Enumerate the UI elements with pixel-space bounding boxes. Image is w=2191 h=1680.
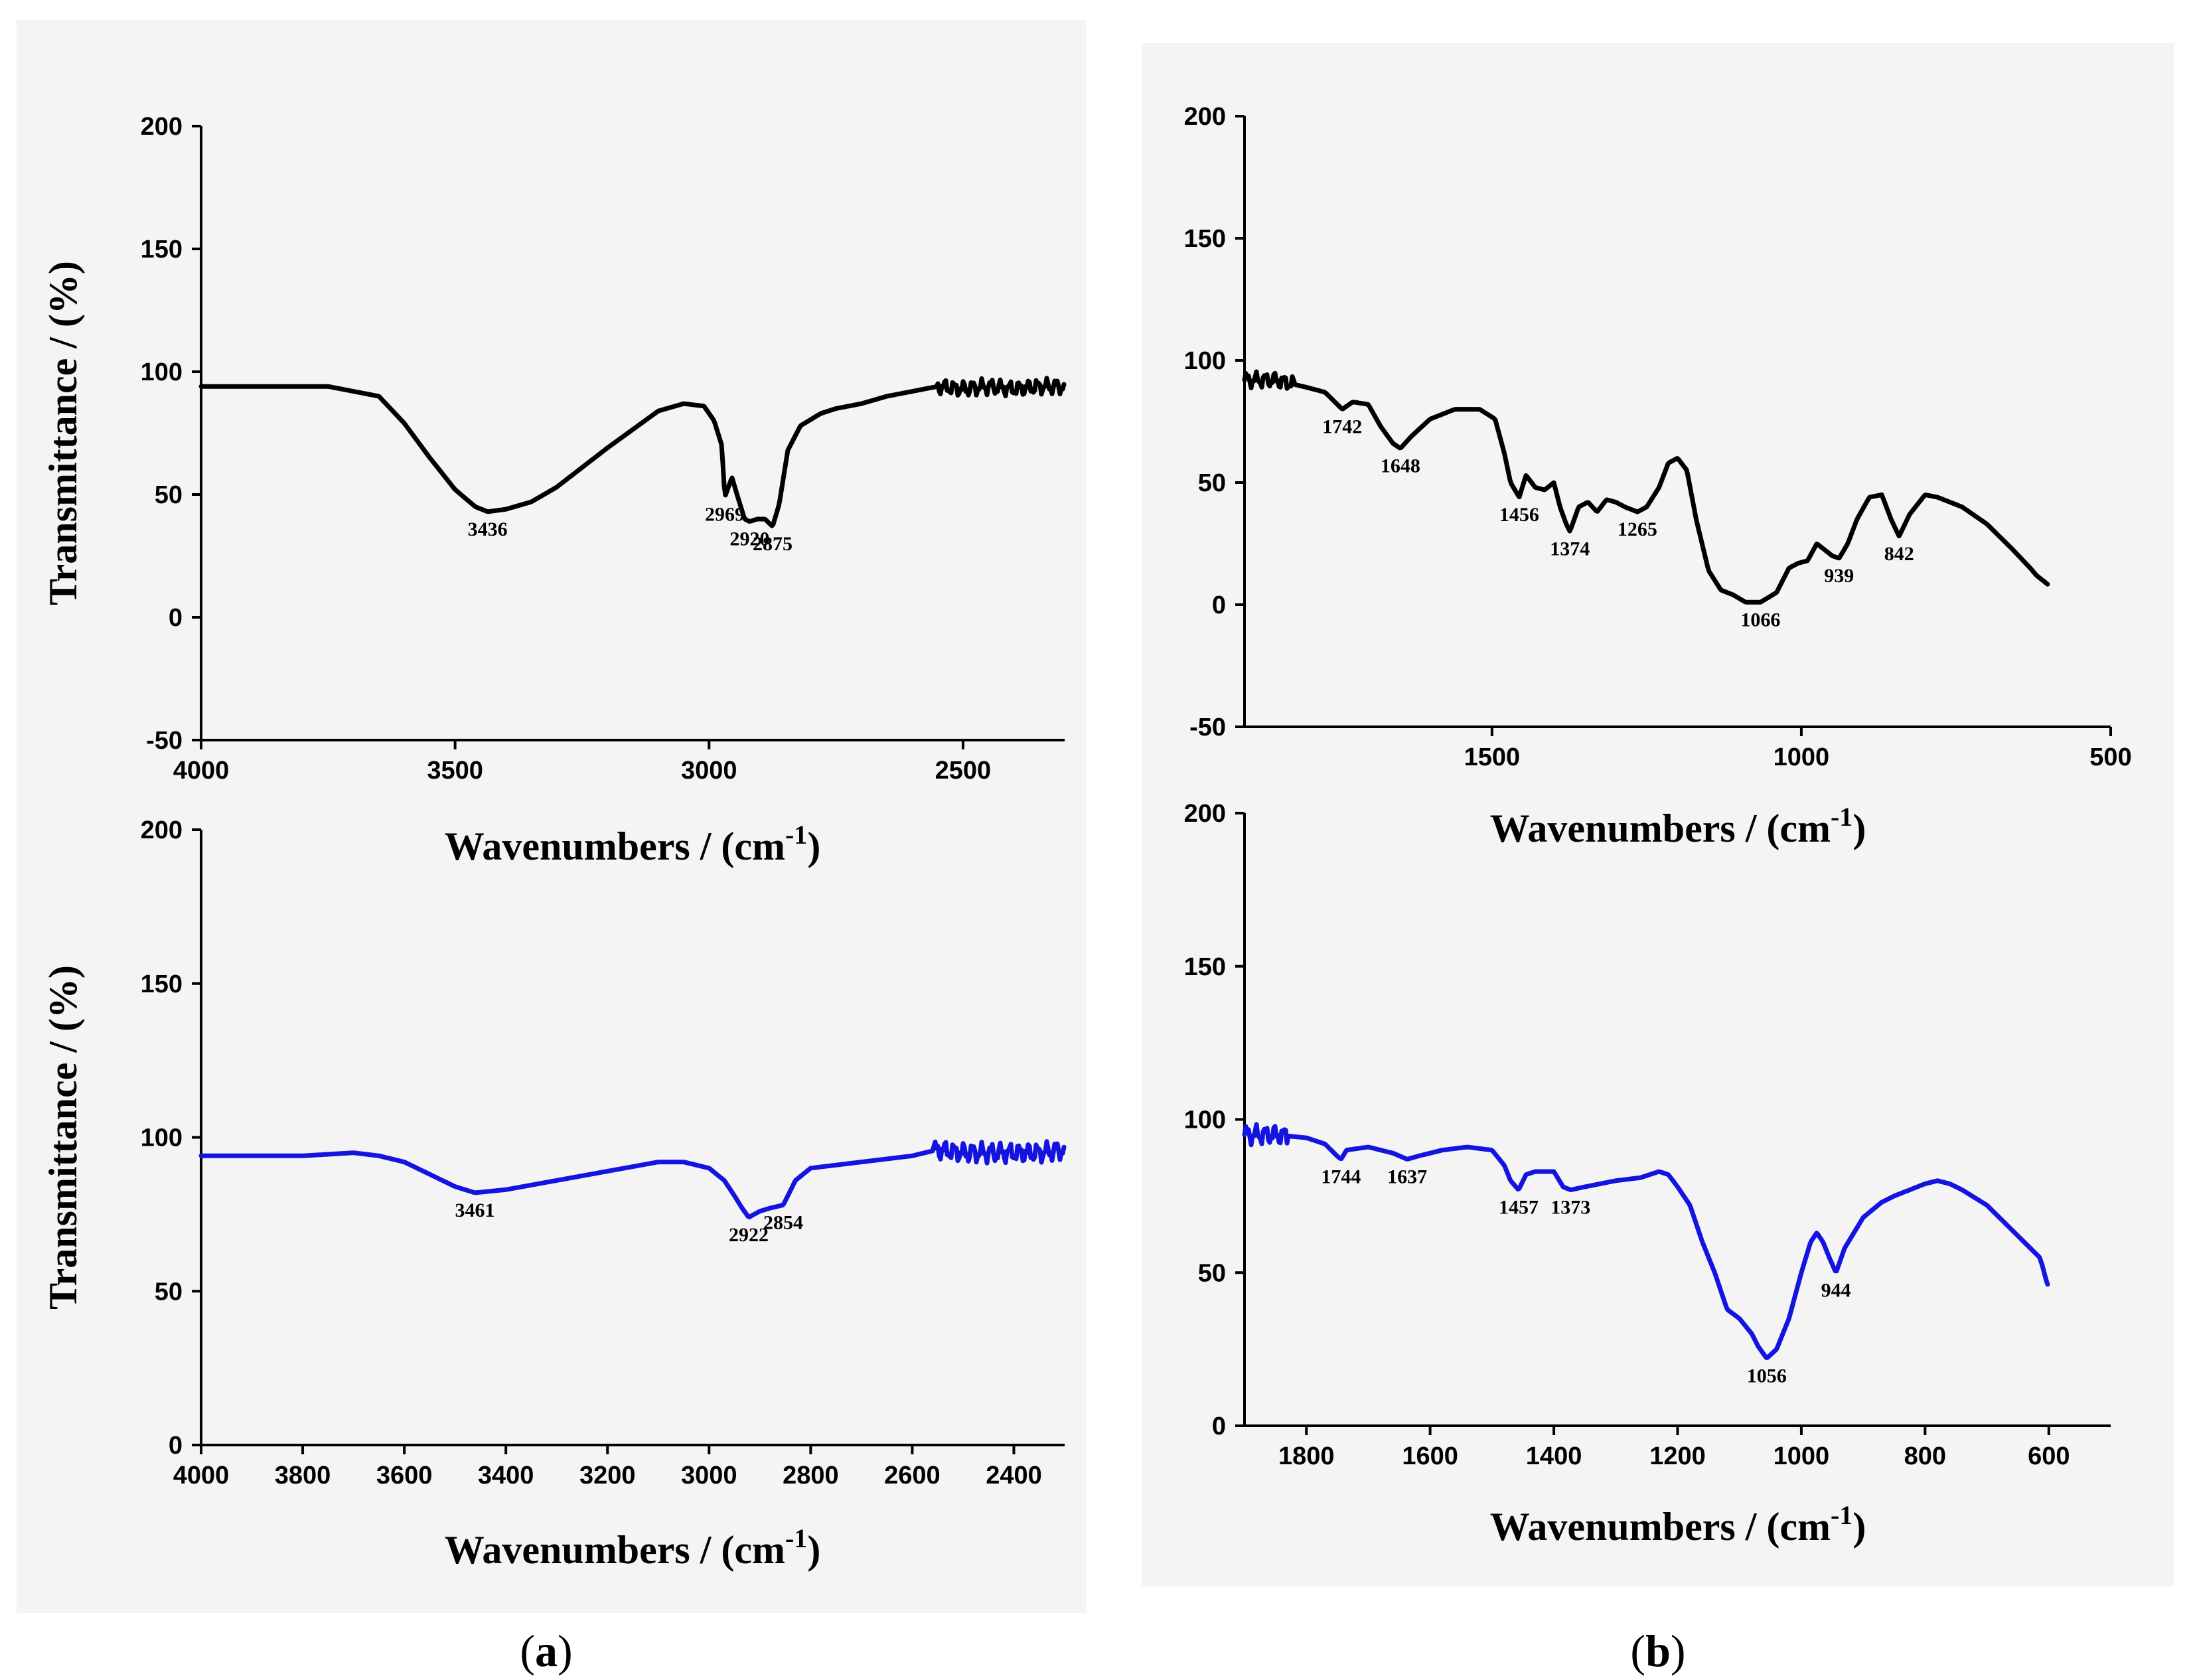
x-tick-label: 4000 [173, 757, 230, 785]
x-tick-label: 2400 [986, 1462, 1042, 1489]
y-tick-label: 0 [169, 1432, 183, 1460]
peak-label: 1374 [1550, 538, 1590, 560]
peak-label: 3461 [455, 1199, 494, 1221]
y-tick-label: 200 [1184, 800, 1226, 828]
x-tick-label: 4000 [173, 1462, 230, 1489]
chart-a-bottom: 0 50 100 150 200 4000 3800 3600 3400 3200 3000 2800… [41, 816, 1067, 1572]
x-axis-label: Wavenumbers / (cm-1) [445, 1523, 821, 1572]
y-tick-label: 150 [1184, 225, 1226, 253]
y-tick-label: -50 [146, 727, 183, 755]
chart-a-top: -50 0 50 100 150 200 4000 3500 3000 2500 Transmitt… [41, 113, 1067, 868]
spectrum-line [1242, 369, 2050, 605]
y-tick-label: 50 [1198, 469, 1226, 497]
spectrum-line [198, 1139, 1067, 1219]
y-tick-label: 0 [1212, 1413, 1226, 1440]
y-tick-label: 100 [1184, 347, 1226, 375]
x-tick-label: 3200 [579, 1462, 636, 1489]
x-tick-label: 600 [2028, 1442, 2070, 1470]
peak-label: 1742 [1322, 416, 1362, 438]
caption-b: (b) [1630, 1626, 1685, 1676]
peak-label: 2920 [730, 528, 770, 550]
x-tick-label: 2500 [935, 757, 992, 785]
y-tick-label: 50 [1198, 1259, 1226, 1287]
x-tick-label: 3000 [681, 757, 737, 785]
x-tick-label: 3600 [376, 1462, 433, 1489]
y-tick-label: 200 [1184, 103, 1226, 131]
peak-label: 1066 [1740, 609, 1780, 631]
chart-b-top: -50 0 50 100 150 200 1500 1000 500 Wavenumbers / … [1184, 103, 2132, 850]
peak-label: 1456 [1499, 504, 1539, 526]
panel-a-background [17, 20, 1087, 1613]
peak-label: 1637 [1387, 1166, 1427, 1187]
y-tick-label: 200 [141, 816, 183, 844]
y-tick-label: 0 [169, 604, 183, 632]
peak-label: 2922 [729, 1224, 769, 1246]
y-tick-label: 100 [1184, 1107, 1226, 1134]
x-tick-label: 3500 [427, 757, 483, 785]
x-tick-label: 1000 [1774, 743, 1830, 771]
y-tick-label: 0 [1212, 591, 1226, 619]
y-tick-label: 50 [155, 481, 183, 509]
y-tick-label: 200 [141, 113, 183, 141]
x-tick-label: 1000 [1774, 1442, 1830, 1470]
x-tick-label: 2600 [884, 1462, 941, 1489]
x-axis-label: Wavenumbers / (cm-1) [1490, 1500, 1866, 1549]
y-tick-label: -50 [1189, 714, 1226, 741]
caption-a: (a) [520, 1626, 572, 1676]
peak-label: 1373 [1550, 1197, 1590, 1219]
y-tick-label: 100 [141, 358, 183, 386]
peak-label: 2875 [753, 533, 793, 555]
y-tick-label: 150 [141, 236, 183, 264]
peak-label: 2969 [705, 504, 745, 526]
panel-b-background [1142, 43, 2174, 1586]
peak-label: 842 [1884, 543, 1914, 565]
x-tick-label: 2800 [783, 1462, 839, 1489]
spectrum-line [1242, 1122, 2050, 1360]
x-tick-label: 1800 [1278, 1442, 1335, 1470]
x-tick-label: 1400 [1526, 1442, 1582, 1470]
chart-b-bottom: 0 50 100 150 200 1800 1600 1400 1200 1000 800 600 Wa… [1184, 800, 2111, 1549]
peak-label: 2854 [763, 1211, 803, 1233]
x-axis-label: Wavenumbers / (cm-1) [445, 820, 821, 868]
x-tick-label: 500 [2089, 743, 2131, 771]
x-tick-label: 800 [1904, 1442, 1946, 1470]
x-tick-label: 3000 [681, 1462, 737, 1489]
x-tick-label: 3800 [275, 1462, 331, 1489]
peak-label: 1648 [1381, 455, 1420, 477]
peak-label: 3436 [468, 518, 508, 540]
peak-label: 1056 [1747, 1365, 1787, 1387]
x-tick-label: 1500 [1464, 743, 1521, 771]
x-tick-label: 1600 [1402, 1442, 1458, 1470]
y-tick-label: 100 [141, 1124, 183, 1152]
spectrum-line [198, 376, 1067, 528]
peak-label: 939 [1824, 565, 1854, 587]
y-tick-label: 150 [141, 970, 183, 998]
peak-label: 1744 [1321, 1166, 1361, 1187]
x-tick-label: 1200 [1649, 1442, 1706, 1470]
y-axis-label: Transmittance / (%) [41, 261, 85, 605]
y-axis-label: Transmittance / (%) [41, 965, 85, 1310]
x-axis-label: Wavenumbers / (cm-1) [1490, 802, 1866, 850]
peak-label: 1265 [1618, 518, 1657, 540]
x-tick-label: 3400 [478, 1462, 534, 1489]
y-tick-label: 50 [155, 1278, 183, 1306]
peak-label: 1457 [1499, 1197, 1539, 1219]
y-tick-label: 150 [1184, 953, 1226, 981]
peak-label: 944 [1821, 1279, 1851, 1301]
